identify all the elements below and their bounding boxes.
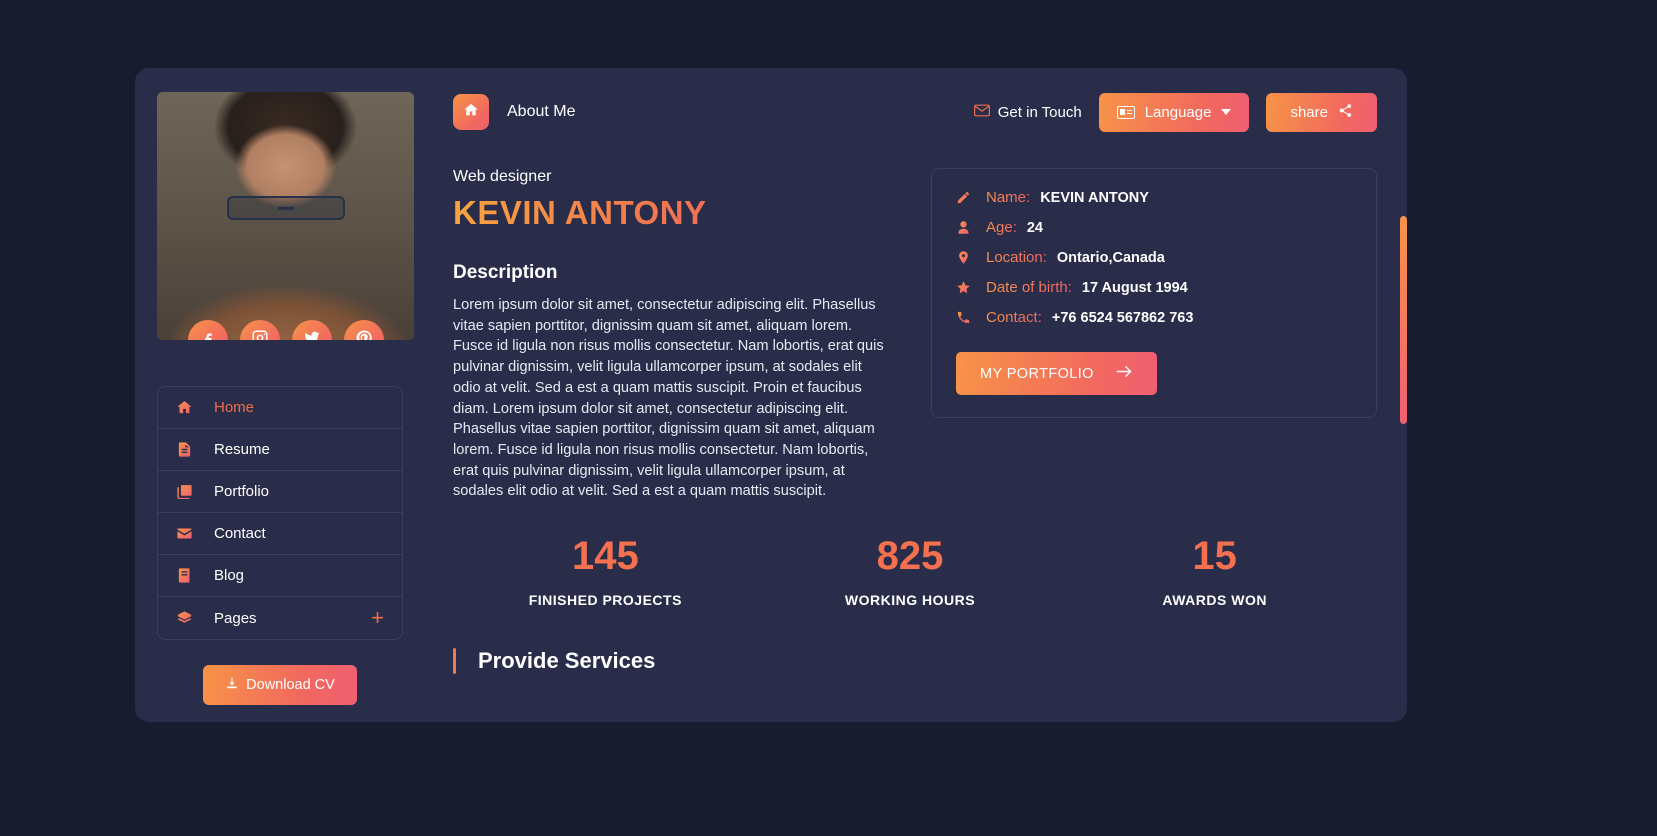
expand-pages-icon[interactable]: + [371,605,384,630]
role-label: Web designer [453,168,552,185]
pencil-icon [956,190,986,205]
stat-label: AWARDS WON [1162,592,1267,609]
stat-number: 15 [1192,534,1237,579]
stat-label: FINISHED PROJECTS [528,592,682,609]
topbar: About Me Get in Touch Language [453,90,1377,134]
hero-text: Web designer KEVIN ANTONY Description Lo… [453,168,893,502]
download-icon [225,676,239,694]
twitter-icon [303,329,321,340]
home-icon [176,399,198,416]
home-icon [463,102,479,123]
download-cv-button[interactable]: Download CV [203,665,357,705]
chevron-down-icon [1221,109,1232,115]
user-icon [956,220,986,235]
arrow-right-icon [1116,365,1133,382]
provide-services-header: Provide Services [453,648,1377,675]
images-icon [176,483,198,500]
info-row: Date of birth: 17 August 1994 [956,279,1352,296]
language-label: Language [1144,103,1212,121]
social-facebook-button[interactable] [187,320,228,340]
social-twitter-button[interactable] [291,320,332,340]
info-key: Age: [986,219,1017,236]
stat-awards-won: 15 AWARDS WON [1062,536,1367,608]
section-accent-bar [453,648,456,675]
sidebar: Home Resume Portfolio [135,68,425,722]
description-body: Lorem ipsum dolor sit amet, consectetur … [453,297,884,500]
info-key: Date of birth: [986,279,1072,296]
home-button[interactable] [453,94,489,130]
info-value: 17 August 1994 [1081,279,1188,296]
stats-section: 145 FINISHED PROJECTS 825 WORKING HOURS … [453,536,1377,608]
sidebar-item-label: Blog [214,567,245,584]
personal-info-card: Name: KEVIN ANTONY Age: 24 [931,168,1377,418]
person-name: KEVIN ANTONY [453,194,893,232]
description-title: Description [453,262,558,283]
sidebar-item-label: Home [214,399,255,416]
download-cv-label: Download CV [246,677,335,693]
share-label: share [1290,103,1328,121]
info-key: Contact: [986,309,1042,326]
avatar-glasses [226,196,345,221]
info-key: Name: [986,189,1031,206]
info-row: Contact: +76 6524 567862 763 [956,309,1352,326]
info-row: Name: KEVIN ANTONY [956,189,1352,206]
sidebar-item-label: Resume [214,441,270,458]
sidebar-item-home[interactable]: Home [158,387,402,429]
stat-label: WORKING HOURS [844,592,976,609]
book-icon [176,567,198,584]
content-area: About Me Get in Touch Language [425,68,1407,722]
layers-icon [176,610,198,627]
scrollbar-track[interactable] [1400,144,1407,704]
page-title: About Me [507,103,576,120]
section-title: Provide Services [478,648,656,674]
sidebar-item-label: Contact [214,525,266,542]
sidebar-item-pages[interactable]: Pages + [158,597,402,639]
my-portfolio-label: MY PORTFOLIO [980,365,1094,382]
info-value: 24 [1026,219,1043,236]
get-in-touch-label: Get in Touch [997,103,1082,121]
stat-working-hours: 825 WORKING HOURS [758,536,1063,608]
social-pinterest-button[interactable] [343,320,384,340]
file-icon [176,441,198,458]
stat-number: 825 [876,534,944,579]
get-in-touch-link[interactable]: Get in Touch [973,103,1082,121]
hero-section: Web designer KEVIN ANTONY Description Lo… [453,168,1377,502]
social-instagram-button[interactable] [239,320,280,340]
share-nodes-icon [1338,103,1353,122]
pinterest-icon [355,329,373,340]
instagram-icon [251,329,269,340]
language-dropdown-button[interactable]: Language [1098,92,1250,132]
sidebar-item-resume[interactable]: Resume [158,429,402,471]
portfolio-card: Home Resume Portfolio [135,68,1407,722]
info-row: Age: 24 [956,219,1352,236]
avatar [157,92,414,340]
download-cv-wrap: Download CV [157,665,403,705]
sidebar-item-contact[interactable]: Contact [158,513,402,555]
star-icon [956,280,986,295]
scrollbar-thumb[interactable] [1400,216,1407,424]
sidebar-nav: Home Resume Portfolio [157,386,403,640]
sidebar-item-label: Pages [214,609,257,627]
stat-finished-projects: 145 FINISHED PROJECTS [453,536,758,608]
id-card-icon [1116,105,1135,119]
sidebar-item-portfolio[interactable]: Portfolio [158,471,402,513]
info-value: Ontario,Canada [1056,249,1165,266]
facebook-icon [199,329,217,340]
stat-number: 145 [571,534,639,579]
map-pin-icon [956,250,986,265]
sidebar-item-blog[interactable]: Blog [158,555,402,597]
social-links [187,320,384,340]
info-key: Location: [986,249,1047,266]
my-portfolio-button[interactable]: MY PORTFOLIO [956,352,1157,395]
phone-icon [956,310,986,325]
envelope-icon [176,525,198,542]
info-value: KEVIN ANTONY [1040,189,1149,206]
envelope-icon [973,104,990,121]
topbar-actions: Get in Touch Language share [973,92,1377,132]
info-value: +76 6524 567862 763 [1051,309,1194,326]
sidebar-item-label: Portfolio [214,483,270,500]
info-row: Location: Ontario,Canada [956,249,1352,266]
share-button[interactable]: share [1266,92,1377,132]
